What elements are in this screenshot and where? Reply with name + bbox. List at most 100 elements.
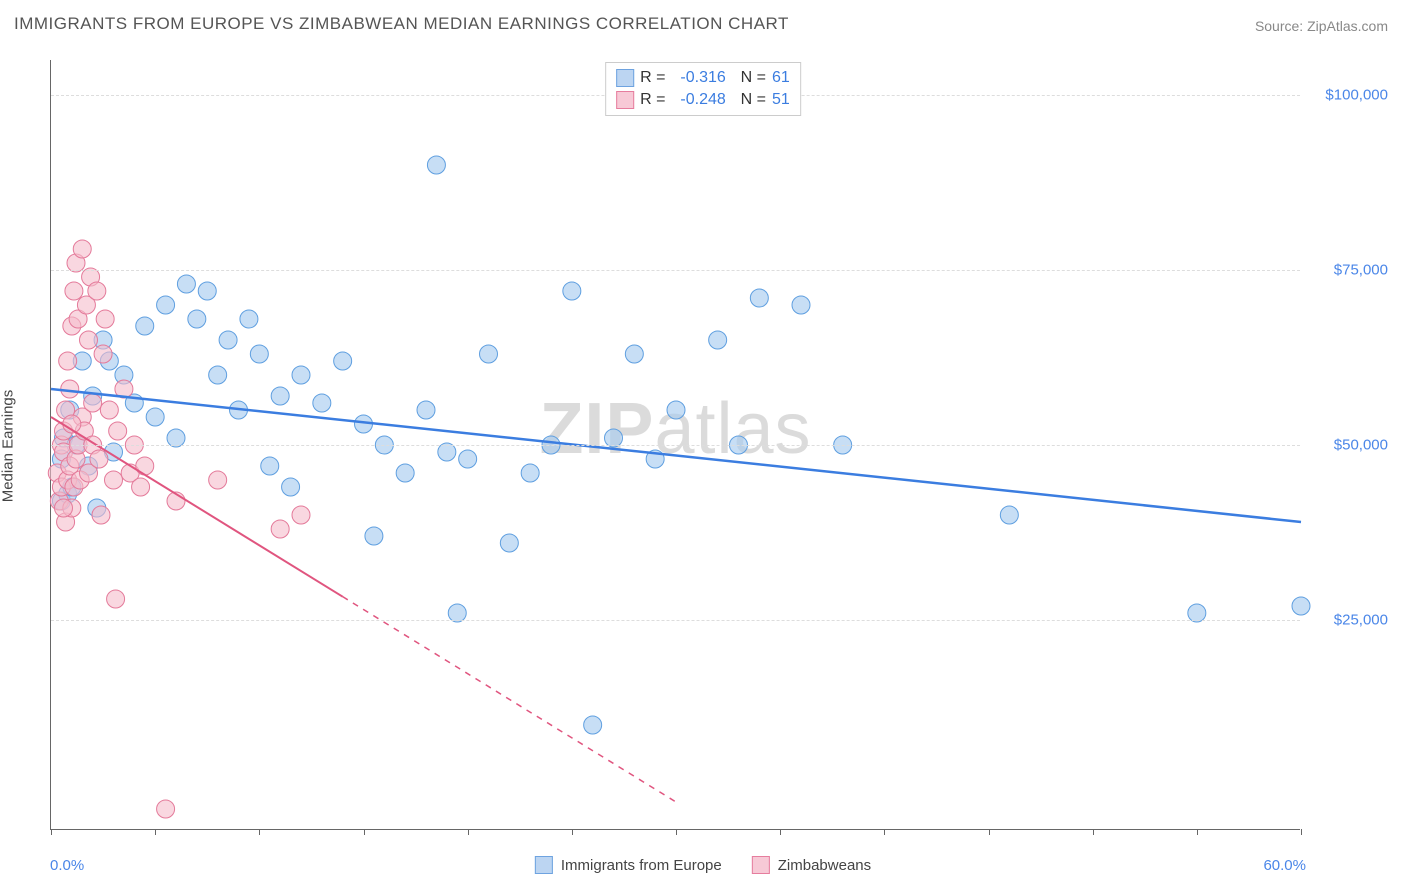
scatter-point (132, 478, 150, 496)
legend-item: Zimbabweans (752, 856, 871, 874)
scatter-point (282, 478, 300, 496)
scatter-point (480, 345, 498, 363)
scatter-point (80, 331, 98, 349)
scatter-point (136, 317, 154, 335)
x-tick (1093, 829, 1094, 835)
stat-r-value: -0.248 (680, 91, 725, 109)
scatter-point (1000, 506, 1018, 524)
chart-container: IMMIGRANTS FROM EUROPE VS ZIMBABWEAN MED… (0, 0, 1406, 892)
scatter-point (109, 422, 127, 440)
x-tick (155, 829, 156, 835)
scatter-point (209, 471, 227, 489)
scatter-point (261, 457, 279, 475)
source-label: Source: ZipAtlas.com (1255, 18, 1388, 34)
stat-n-value: 61 (772, 69, 790, 87)
plot-area: ZIPatlas (50, 60, 1300, 830)
legend-swatch (616, 69, 634, 87)
scatter-point (427, 156, 445, 174)
legend-swatch (535, 856, 553, 874)
legend-swatch (752, 856, 770, 874)
scatter-point (334, 352, 352, 370)
gridline (51, 620, 1300, 621)
scatter-point (709, 331, 727, 349)
scatter-point (667, 401, 685, 419)
scatter-point (500, 534, 518, 552)
scatter-point (55, 499, 73, 517)
scatter-point (59, 352, 77, 370)
scatter-point (157, 296, 175, 314)
scatter-point (292, 506, 310, 524)
scatter-point (584, 716, 602, 734)
scatter-point (157, 800, 175, 818)
scatter-point (65, 282, 83, 300)
y-tick-label: $50,000 (1334, 437, 1388, 454)
scatter-point (90, 450, 108, 468)
x-tick (1301, 829, 1302, 835)
legend-item: Immigrants from Europe (535, 856, 722, 874)
x-tick (676, 829, 677, 835)
x-tick (51, 829, 52, 835)
x-tick (364, 829, 365, 835)
scatter-point (750, 289, 768, 307)
scatter-point (521, 464, 539, 482)
scatter-point (94, 345, 112, 363)
scatter-point (396, 464, 414, 482)
scatter-point (177, 275, 195, 293)
scatter-point (88, 282, 106, 300)
x-tick (468, 829, 469, 835)
scatter-point (250, 345, 268, 363)
y-tick-label: $75,000 (1334, 262, 1388, 279)
stat-n-label: N = (732, 69, 766, 87)
scatter-point (105, 471, 123, 489)
stat-r-label: R = (640, 69, 674, 87)
x-tick (780, 829, 781, 835)
scatter-point (292, 366, 310, 384)
y-axis-title: Median Earnings (0, 390, 17, 503)
scatter-point (188, 310, 206, 328)
x-tick (989, 829, 990, 835)
scatter-point (365, 527, 383, 545)
stat-r-value: -0.316 (680, 69, 725, 87)
scatter-point (61, 380, 79, 398)
series-legend: Immigrants from Europe Zimbabweans (535, 856, 871, 874)
stats-row: R = -0.248 N = 51 (616, 89, 790, 111)
y-tick-label: $100,000 (1325, 87, 1388, 104)
scatter-point (96, 310, 114, 328)
scatter-point (271, 387, 289, 405)
scatter-point (417, 401, 435, 419)
x-tick (572, 829, 573, 835)
legend-swatch (616, 91, 634, 109)
scatter-point (136, 457, 154, 475)
scatter-point (107, 590, 125, 608)
scatter-point (146, 408, 164, 426)
scatter-point (271, 520, 289, 538)
x-tick (884, 829, 885, 835)
stats-legend: R = -0.316 N = 61R = -0.248 N = 51 (605, 62, 801, 116)
x-tick (259, 829, 260, 835)
scatter-point (313, 394, 331, 412)
gridline (51, 445, 1300, 446)
scatter-point (459, 450, 477, 468)
y-tick-label: $25,000 (1334, 612, 1388, 629)
chart-title: IMMIGRANTS FROM EUROPE VS ZIMBABWEAN MED… (14, 14, 789, 34)
scatter-point (198, 282, 216, 300)
scatter-point (240, 310, 258, 328)
stats-row: R = -0.316 N = 61 (616, 67, 790, 89)
scatter-point (73, 240, 91, 258)
x-axis-max-label: 60.0% (1263, 857, 1306, 874)
legend-label: Zimbabweans (778, 857, 871, 874)
regression-line-dashed (343, 597, 676, 802)
legend-label: Immigrants from Europe (561, 857, 722, 874)
scatter-point (100, 401, 118, 419)
x-axis-min-label: 0.0% (50, 857, 84, 874)
scatter-point (625, 345, 643, 363)
scatter-point (84, 394, 102, 412)
scatter-point (92, 506, 110, 524)
scatter-point (1292, 597, 1310, 615)
stat-r-label: R = (640, 91, 674, 109)
scatter-point (209, 366, 227, 384)
stat-n-label: N = (732, 91, 766, 109)
scatter-point (563, 282, 581, 300)
x-tick (1197, 829, 1198, 835)
scatter-point (219, 331, 237, 349)
